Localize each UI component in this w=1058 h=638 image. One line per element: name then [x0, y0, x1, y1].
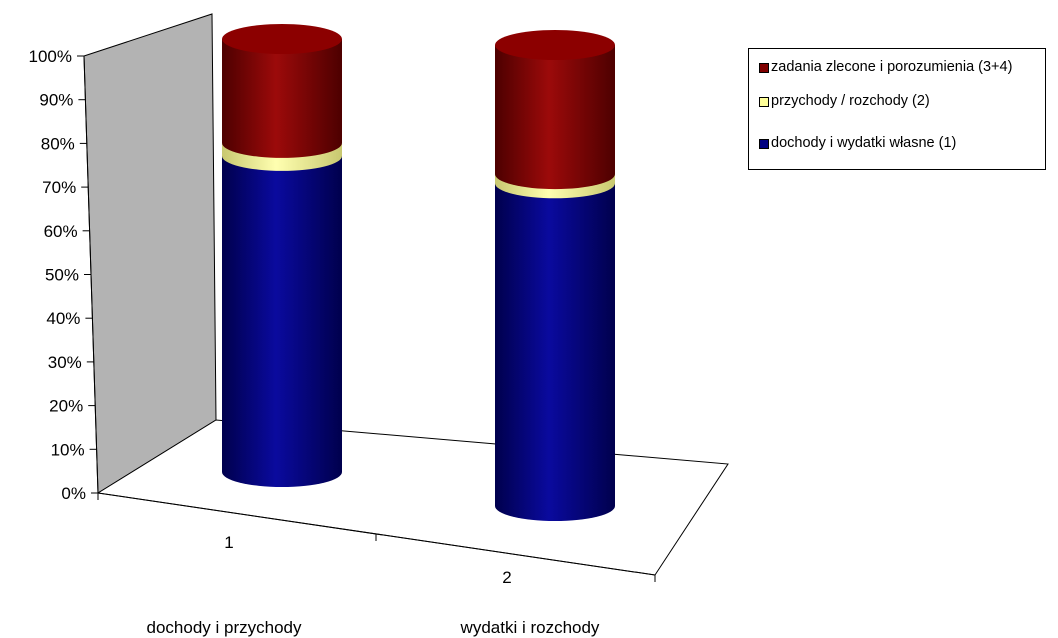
x-tick-label: 2 — [502, 568, 511, 587]
y-tick-label: 30% — [48, 353, 82, 372]
y-tick-label: 50% — [45, 266, 79, 285]
legend-swatch — [759, 139, 769, 149]
back-wall — [83, 13, 217, 494]
y-tick-label: 60% — [44, 222, 78, 241]
y-tick-label: 80% — [41, 134, 75, 153]
cylinder-segment — [222, 39, 343, 158]
y-tick-label: 0% — [61, 484, 86, 503]
cylinder-segment — [495, 45, 615, 190]
x-tick-label: 1 — [224, 533, 233, 552]
legend-item: dochody i wydatki własne (1) — [759, 135, 1041, 151]
floor — [96, 419, 729, 576]
y-tick-label: 40% — [46, 309, 80, 328]
group-label: dochody i przychody — [147, 618, 302, 637]
y-tick-label: 100% — [29, 47, 72, 66]
legend-label: zadania zlecone i porozumienia (3+4) — [771, 59, 1013, 75]
legend-label: dochody i wydatki własne (1) — [771, 135, 957, 151]
cylinder-top-cap — [495, 30, 615, 60]
legend-item: zadania zlecone i porozumienia (3+4) — [759, 59, 1041, 75]
legend-swatch — [759, 63, 769, 73]
group-label: wydatki i rozchody — [460, 618, 600, 637]
cylinders — [222, 24, 615, 522]
y-tick-label: 70% — [42, 178, 76, 197]
y-tick-label: 90% — [39, 91, 73, 110]
legend: zadania zlecone i porozumienia (3+4) prz… — [748, 48, 1046, 170]
y-tick-label: 10% — [51, 440, 85, 459]
legend-label: przychody / rozchody (2) — [771, 93, 930, 109]
y-tick-label: 20% — [49, 397, 83, 416]
legend-swatch — [759, 97, 769, 107]
cylinder-segment — [222, 155, 342, 487]
cylinder-segment — [495, 183, 615, 522]
cylinder-top-cap — [222, 24, 342, 54]
y-axis-ticks: 0% 10% 20% 30% 40% 50% 60% 70% 80% 90% 100% — [29, 47, 98, 503]
legend-item: przychody / rozchody (2) — [759, 93, 1041, 109]
